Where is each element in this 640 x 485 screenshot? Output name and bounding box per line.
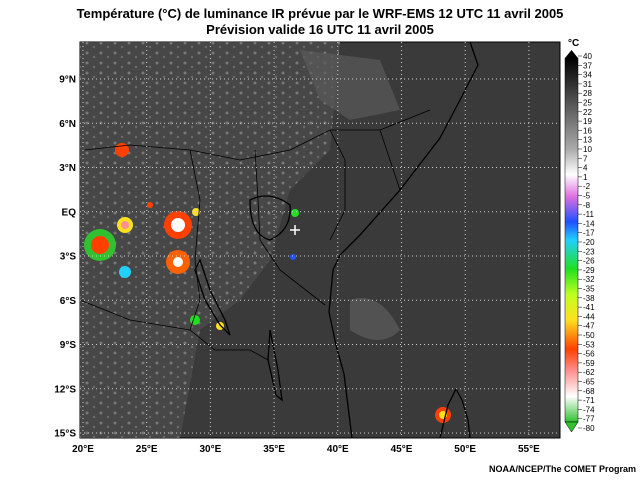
map <box>79 41 561 439</box>
credit: NOAA/NCEP/The COMET Program <box>489 464 636 474</box>
colorbar-label: -62 <box>583 368 595 377</box>
lon-label: 25°E <box>136 444 158 455</box>
lat-label: 9°S <box>60 340 77 351</box>
colorbar-label: 4 <box>583 164 588 173</box>
colorbar-label: 40 <box>583 52 592 61</box>
colorbar-unit: °C <box>568 38 579 49</box>
colorbar-label: -71 <box>583 396 595 405</box>
lon-label: 30°E <box>200 444 222 455</box>
colorbar-label: -26 <box>583 257 595 266</box>
colorbar-label: -17 <box>583 229 595 238</box>
lat-label: 3°S <box>60 252 77 263</box>
colorbar-label: -68 <box>583 387 595 396</box>
grid <box>80 42 560 438</box>
title: Température (°C) de luminance IR prévue … <box>77 6 564 21</box>
colorbar-label: 7 <box>583 154 588 163</box>
colorbar-label: 1 <box>583 173 588 182</box>
colorbar-label: -8 <box>583 201 591 210</box>
lat-label: 9°N <box>59 75 76 86</box>
colorbar-label: 37 <box>583 61 592 70</box>
colorbar-label: -44 <box>583 312 595 321</box>
lon-label: 20°E <box>72 444 94 455</box>
colorbar-label: -38 <box>583 294 595 303</box>
lat-label: 6°S <box>60 296 77 307</box>
colorbar-label: 34 <box>583 71 592 80</box>
lon-label: 55°E <box>518 444 540 455</box>
colorbar-label: -2 <box>583 182 591 191</box>
colorbar-label: -23 <box>583 247 595 256</box>
colorbar-label: -65 <box>583 378 595 387</box>
lat-label: 15°S <box>54 429 76 440</box>
colorbar-label: 28 <box>583 89 592 98</box>
lon-label: 50°E <box>454 444 476 455</box>
colorbar-label: -56 <box>583 350 595 359</box>
convection <box>84 143 451 423</box>
lon-label: 45°E <box>391 444 413 455</box>
colorbar-label: -59 <box>583 359 595 368</box>
colorbar-label: 16 <box>583 126 592 135</box>
colorbar: °C 4037343128252219161310741-2-5-8-11-14… <box>564 38 595 433</box>
colorbar-label: 25 <box>583 99 592 108</box>
axes: 9°N 6°N 3°N EQ 3°S 6°S 9°S 12°S 15°S 20°E 25°E 30°E… <box>54 75 540 456</box>
colorbar-label: -77 <box>583 415 595 424</box>
lon-label: 40°E <box>327 444 349 455</box>
colorbar-label: -32 <box>583 275 595 284</box>
lat-label: 12°S <box>54 384 76 395</box>
colorbar-label: 10 <box>583 145 592 154</box>
colorbar-label: -11 <box>583 210 595 219</box>
colorbar-label: -29 <box>583 266 595 275</box>
subtitle: Prévision valide 16 UTC 11 avril 2005 <box>206 22 434 37</box>
colorbar-label: -41 <box>583 303 595 312</box>
colorbar-label: 22 <box>583 108 592 117</box>
lat-label: EQ <box>62 207 77 218</box>
marker <box>290 225 300 235</box>
colorbar-label: -5 <box>583 192 591 201</box>
lat-label: 3°N <box>59 163 76 174</box>
colorbar-label: -47 <box>583 322 595 331</box>
colorbar-label: -14 <box>583 219 595 228</box>
colorbar-label: -74 <box>583 405 595 414</box>
colorbar-label: 13 <box>583 136 592 145</box>
lon-label: 35°E <box>263 444 285 455</box>
colorbar-label: -20 <box>583 238 595 247</box>
colorbar-label: 19 <box>583 117 592 126</box>
colorbar-label: -53 <box>583 340 595 349</box>
colorbar-label: -35 <box>583 285 595 294</box>
lat-label: 6°N <box>59 119 76 130</box>
colorbar-label: -80 <box>583 424 595 433</box>
colorbar-label: -50 <box>583 331 595 340</box>
borders <box>79 109 431 361</box>
colorbar-label: 31 <box>583 80 592 89</box>
